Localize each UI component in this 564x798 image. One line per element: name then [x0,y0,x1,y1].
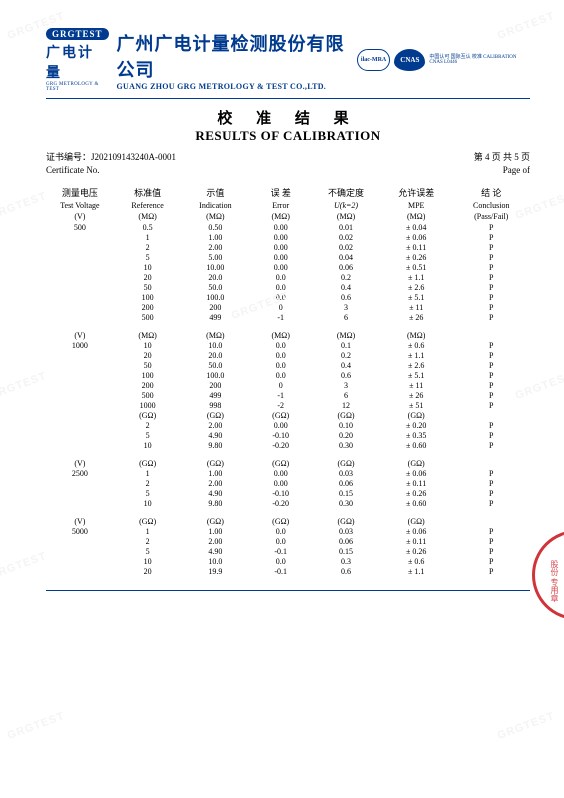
page-en: Page of [503,165,530,175]
table-row: 5050.00.00.4± 2.6P [46,282,530,292]
ilac-logo: ilac-MRA [357,49,390,71]
cert-label-cn: 证书编号：J202109143240A-0001 [46,150,176,163]
unit-row: (GΩ)(GΩ)(GΩ)(GΩ)(GΩ) [46,410,530,420]
table-row: 2019.9-0.10.6± 1.1P [46,566,530,576]
table-row: 2020.00.00.2± 1.1P [46,350,530,360]
table-row: 1010.000.000.06± 0.51P [46,262,530,272]
table-row: 22.000.00.06± 0.11P [46,536,530,546]
table-row: 500011.000.00.03± 0.06P [46,526,530,536]
company-en: GUANG ZHOU GRG METROLOGY & TEST CO.,LTD. [117,82,349,91]
title-cn: 校 准 结 果 [46,107,530,128]
logo-badge: GRGTEST [46,28,109,40]
unit-row: (V)(GΩ)(GΩ)(GΩ)(GΩ)(GΩ) [46,458,530,468]
table-row: 54.90-0.10.15± 0.26P [46,546,530,556]
logo-sub-text: GRG METROLOGY & TEST [46,82,109,92]
table-row: 1000998-212± 51P [46,400,530,410]
header-rule [46,98,530,99]
table-row: 5050.00.00.4± 2.6P [46,360,530,370]
page-cn: 第 4 页 共 5 页 [474,150,530,163]
table-row: 109.80-0.200.30± 0.60P [46,440,530,450]
table-row: 55.000.000.04± 0.26P [46,252,530,262]
table-row: 10001010.00.00.1± 0.6P [46,340,530,350]
table-row: 109.80-0.200.30± 0.60P [46,498,530,508]
table-row: 100100.00.00.6± 5.1P [46,292,530,302]
table-row: 11.000.000.02± 0.06P [46,232,530,242]
cnas-logo: CNAS [394,49,425,71]
accreditation-logos: ilac-MRA CNAS 中国认可 国际互认 校准 CALIBRATION C… [357,49,530,71]
table-row: 250011.000.000.03± 0.06P [46,468,530,478]
company-cn: 广州广电计量检测股份有限公司 [117,30,349,82]
logo-cn-text: 广电计量 [46,42,109,82]
table-row: 5000.50.500.000.01± 0.04P [46,222,530,232]
company-stamp: 股份 专用章 [530,520,564,630]
table-row: 1010.00.00.3± 0.6P [46,556,530,566]
footer-rule [46,590,530,591]
table-row: 54.90-0.100.20± 0.35P [46,430,530,440]
table-row: 22.000.000.10± 0.20P [46,420,530,430]
unit-row: (V)(GΩ)(GΩ)(GΩ)(GΩ)(GΩ) [46,516,530,526]
table-row: 22.000.000.06± 0.11P [46,478,530,488]
table-row: 500499-16± 26P [46,312,530,322]
table-row: 100100.00.00.6± 5.1P [46,370,530,380]
title-en: RESULTS OF CALIBRATION [46,128,530,144]
table-row: 22.000.000.02± 0.11P [46,242,530,252]
unit-row: (V)(MΩ)(MΩ)(MΩ)(MΩ)(MΩ) [46,330,530,340]
table-row: 500499-16± 26P [46,390,530,400]
table-header: 测量电压标准值示值 误 差不确定度允许误差结 论 Test VoltageRef… [46,185,530,222]
table-row: 20020003± 11P [46,302,530,312]
calibration-table: 测量电压标准值示值 误 差不确定度允许误差结 论 Test VoltageRef… [46,185,530,576]
cert-label-en: Certificate No. [46,165,99,175]
cnas-text: 中国认可 国际互认 校准 CALIBRATION CNAS L0446 [429,55,530,66]
company-name: 广州广电计量检测股份有限公司 GUANG ZHOU GRG METROLOGY … [117,30,349,91]
logo: GRGTEST 广电计量 GRG METROLOGY & TEST [46,28,109,92]
table-row: 54.90-0.100.15± 0.26P [46,488,530,498]
document-header: GRGTEST 广电计量 GRG METROLOGY & TEST 广州广电计量… [46,28,530,92]
table-row: 2020.00.00.2± 1.1P [46,272,530,282]
table-row: 20020003± 11P [46,380,530,390]
